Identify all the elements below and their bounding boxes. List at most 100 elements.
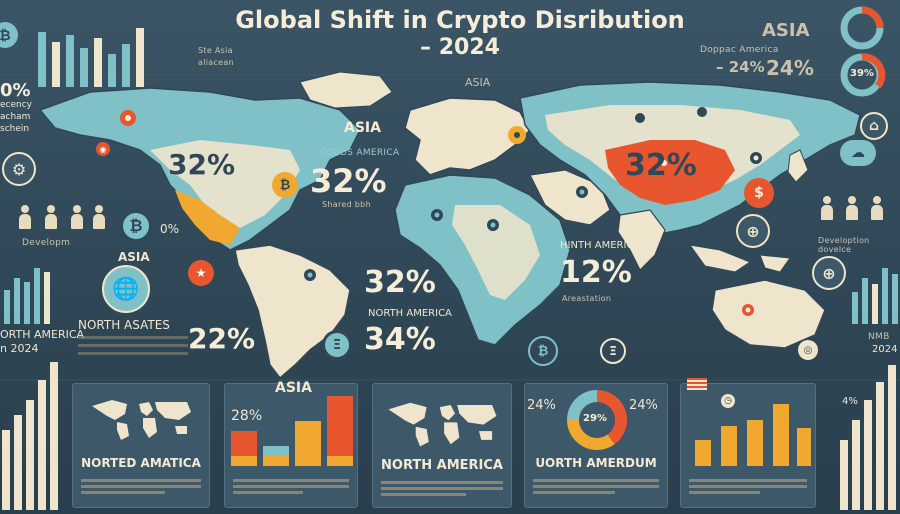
card-gold-bars: ◷ (680, 378, 816, 508)
donut-slice-2 (567, 390, 598, 421)
right-bottom-pct: 4% (842, 396, 858, 407)
card-donut-pct-center: 29% (583, 413, 607, 424)
person-icon (820, 196, 834, 220)
top-right-dev-label: Develoption dovelce (818, 236, 870, 254)
top-right-pct-2: 24% (766, 56, 814, 80)
us-highlight (175, 190, 240, 245)
left-desc-3: schein (0, 124, 30, 134)
map-pins (120, 107, 762, 316)
top-right-pct-1: – 24% (716, 58, 765, 76)
india-shape (617, 209, 666, 272)
map-na-pct: 32% (168, 148, 236, 181)
dollar-coin-icon: $ (744, 178, 774, 208)
map-hinth-pct: 12% (560, 255, 632, 290)
gold-bar (721, 426, 737, 466)
left-mid-bars (4, 268, 50, 324)
left-year-label: n 2024 (0, 342, 39, 355)
map-left-text-3 (78, 352, 188, 355)
map-china-pct: 32% (625, 148, 697, 183)
bar-base-1 (263, 456, 289, 466)
card-donut-pct-left: 24% (527, 398, 556, 413)
top-left-label-1: Ste Asia (198, 46, 233, 55)
map-grid (0, 74, 900, 381)
map-hinth-label: HINTH AMERICA (560, 240, 641, 251)
target-icon: ◎ (798, 340, 818, 360)
right-bottom-bars (840, 365, 896, 510)
gold-bar (797, 428, 811, 466)
ethereum-coin-icon: Ξ (322, 330, 352, 360)
map-mid-pct-2: 34% (364, 322, 436, 357)
left-asia-label: ASIA (118, 250, 150, 264)
north-america-inner (150, 140, 300, 228)
middle-east-shape (529, 169, 611, 226)
person-icon (18, 205, 32, 229)
bar-chart (231, 396, 353, 466)
map-mid-pct: 32% (364, 265, 436, 300)
top-left-label-2: aliacean (198, 58, 234, 67)
japan-shape (787, 149, 809, 183)
gold-bar (695, 440, 711, 466)
left-desc-2: acham (0, 112, 31, 122)
card-north-america-map: NORTED AMATICA (72, 383, 210, 508)
map-left-label: NORTH ASATES (78, 318, 170, 332)
top-right-asia: ASIA (762, 20, 810, 41)
right-year-label: 2024 (872, 344, 898, 355)
globe-icon: ⊕ (812, 256, 846, 290)
top-right-donuts (840, 6, 886, 97)
map-left-pct: 22% (188, 322, 256, 355)
bar-base-0 (231, 456, 257, 466)
africa-inner (452, 205, 540, 300)
bitcoin-coin-icon: ₿ (0, 22, 18, 48)
card-north-america-map-2: NORTH AMERICA (372, 383, 512, 508)
ethereum-coin-icon: Ξ (600, 338, 626, 364)
card-text (533, 476, 659, 497)
map-center-pct: 32% (310, 162, 387, 200)
donut-hole (583, 406, 611, 434)
bar-base-2 (295, 456, 321, 466)
flag-icon (687, 378, 707, 390)
bitcoin-coin-icon: ₿ (272, 172, 298, 198)
title-line-1: Global Shift in Crypto Disribution (235, 6, 685, 34)
left-bottom-bars (2, 362, 58, 510)
person-icon (70, 205, 84, 229)
card-caption: UORTH AMERDUM (535, 456, 657, 470)
card-text (381, 478, 503, 499)
bar-base-3 (327, 456, 353, 466)
card-asia-bars: ASIA 28% (224, 380, 358, 508)
map-mid-label: NORTH AMERICA (368, 308, 452, 319)
right-nmb-label: NMB (868, 332, 890, 342)
bank-icon: ⌂ (860, 112, 888, 140)
map-asia-label: ASIA (344, 120, 381, 136)
map-center-sub: COEDS AMERICA (320, 148, 400, 158)
coin-dot-icon: ◉ (96, 142, 110, 156)
australia-shape (711, 279, 826, 349)
title-line-2: – 2024 (420, 34, 500, 60)
donut-slice-0 (596, 390, 627, 445)
card-asia-caption: ASIA (275, 380, 312, 396)
gold-bar (747, 420, 763, 466)
person-icon (44, 205, 58, 229)
south-america-shape (234, 244, 351, 380)
left-desc-1: ecency (0, 100, 33, 110)
top-right-region: Doppac America (700, 45, 779, 55)
card-caption: NORTED AMATICA (81, 456, 201, 470)
card-donut-pct-right: 24% (629, 398, 658, 413)
card-world-map-icon (388, 402, 497, 447)
donut-slice-1 (567, 419, 615, 450)
map-asia-header: ASIA (465, 76, 491, 89)
greenland-shape (299, 71, 393, 109)
bitcoin-coin-icon: ₿ (528, 336, 558, 366)
left-dev-label: Developm (22, 238, 71, 248)
card-caption: NORTH AMERICA (381, 458, 503, 473)
pin-badge-icon: ★ (188, 260, 214, 286)
clock-icon: ◷ (721, 394, 735, 408)
network-icon: ⚙ (2, 152, 36, 186)
left-top-percent: 0% (0, 80, 31, 101)
globe-icon: 🌐 (102, 265, 150, 313)
gold-bar (773, 404, 789, 466)
left-pct-small: 0% (160, 222, 180, 236)
card-world-map-icon (92, 400, 191, 440)
card-text (233, 476, 349, 497)
top-left-bars (38, 28, 144, 87)
